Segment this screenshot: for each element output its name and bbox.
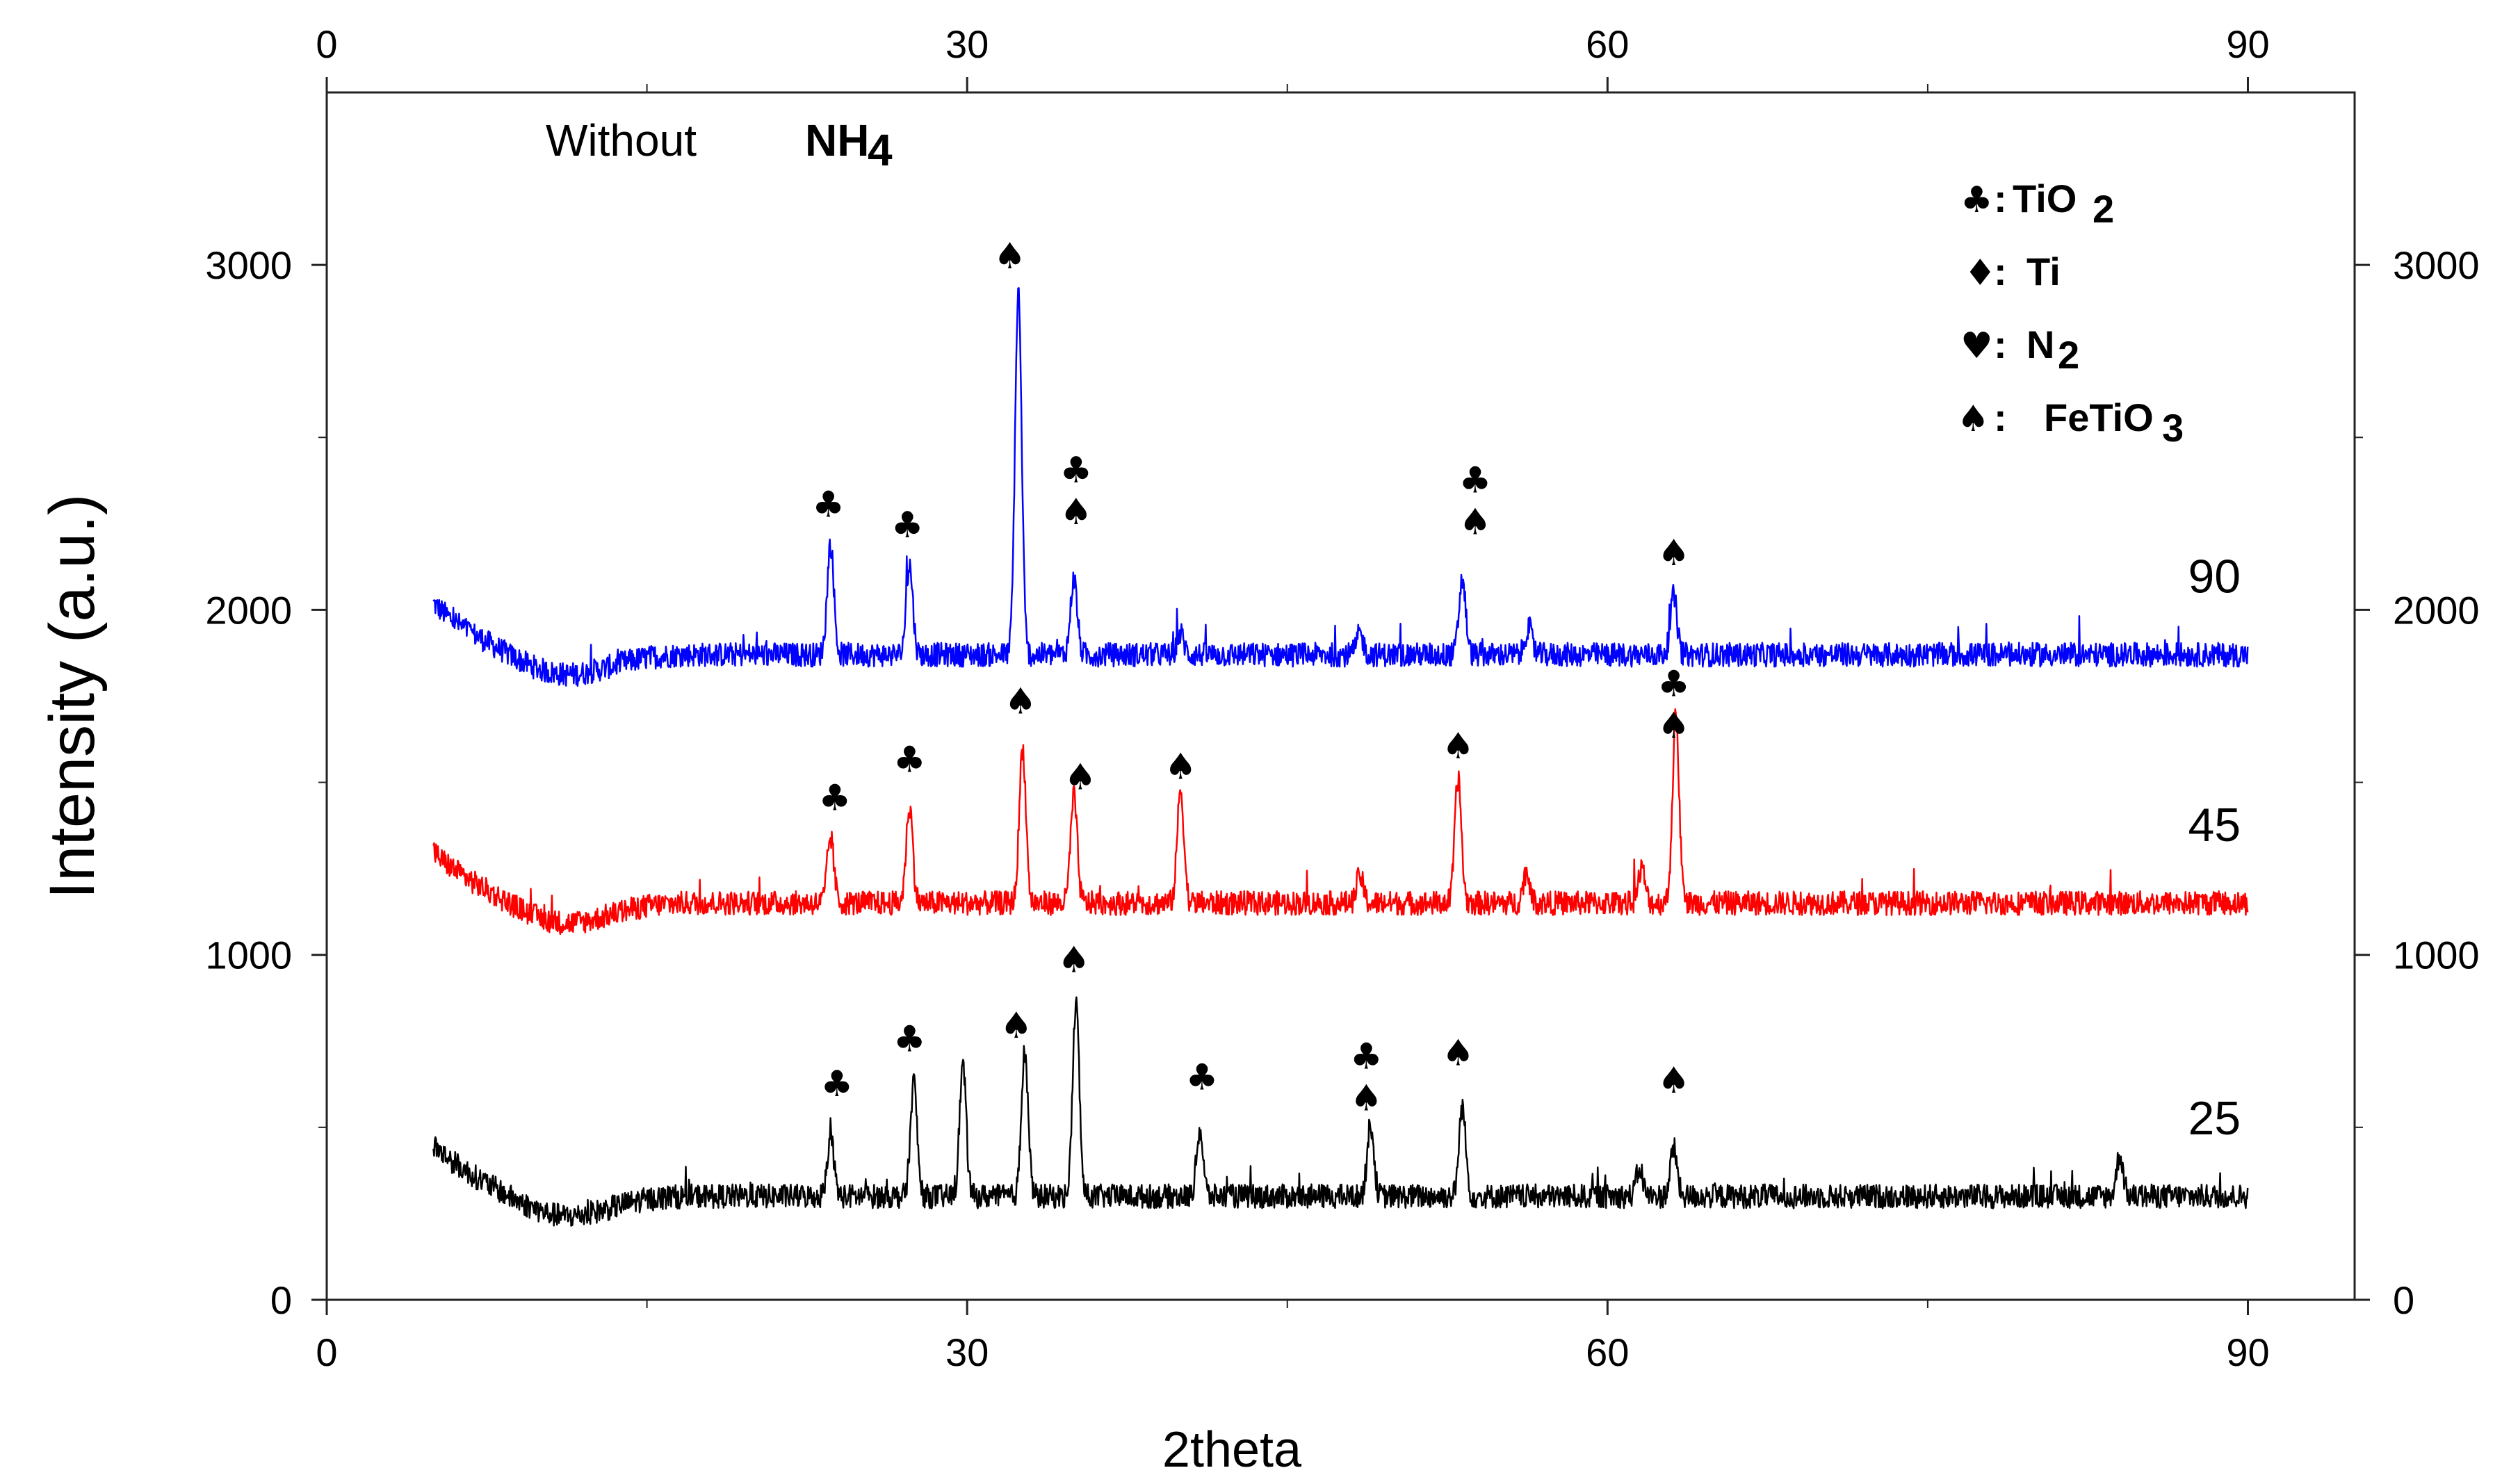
legend-symbol-tio2: ♣ <box>1960 179 1993 221</box>
phase-marker-90: ♣ <box>812 484 845 525</box>
phase-marker-45: ♣ <box>893 740 926 781</box>
y-tick-label-right: 2000 <box>2393 588 2480 632</box>
title-text: Without <box>546 115 697 165</box>
legend-sub-n2: 2 <box>2058 333 2079 377</box>
series-90-label: 90 <box>2188 551 2241 603</box>
series-45-label: 45 <box>2188 799 2241 851</box>
phase-marker-25: ♠ <box>1000 1005 1032 1047</box>
series-25-label: 25 <box>2188 1092 2241 1145</box>
plot-frame <box>325 91 2356 1301</box>
phase-marker-45: ♠ <box>1005 680 1037 722</box>
x-tick-label-top: 0 <box>316 22 337 66</box>
x-tick-label-bottom: 0 <box>316 1330 337 1374</box>
series-25-line <box>432 996 2249 1227</box>
legend-label-n2: N <box>2026 323 2054 366</box>
legend-symbol-ti: ♦ <box>1964 252 1997 294</box>
phase-marker-45: ♠ <box>1064 756 1097 798</box>
legend-label-tio2: TiO <box>2013 177 2077 220</box>
x-tick-label-top: 30 <box>945 22 989 66</box>
legend-colon: : <box>1994 250 2007 293</box>
legend-sub-fetio3: 3 <box>2162 406 2184 450</box>
y-tick-label-left: 3000 <box>205 243 292 287</box>
x-axis-label: 2theta <box>1162 1422 1302 1478</box>
phase-markers: ♣ ♣♠♣♠♣♠♠♣♣♠♠ ♠ ♠♣♠♣♣ ♠♠♣ ♣♠♠♠ <box>812 236 1690 1119</box>
x-tick-label-top: 60 <box>1586 22 1629 66</box>
y-tick-label-right: 3000 <box>2393 243 2480 287</box>
y-tick-label-left: 0 <box>270 1278 292 1322</box>
phase-marker-25: ♣ <box>821 1063 854 1105</box>
plot-title: Without NH 4 <box>546 115 893 175</box>
phase-marker-45: ♠ <box>1442 726 1475 767</box>
x-tick-label-bottom: 30 <box>945 1330 989 1374</box>
phase-marker-90: ♠ <box>1459 502 1492 544</box>
phase-marker-90: ♣ <box>891 505 924 546</box>
phase-marker-90: ♠ <box>1657 532 1690 574</box>
legend-sub-tio2: 2 <box>2093 187 2114 231</box>
series-45-line <box>432 708 2249 936</box>
phase-marker-25: ♣ <box>1350 1036 1383 1077</box>
y-tick-label-right: 1000 <box>2393 933 2480 977</box>
y-tick-label-right: 0 <box>2393 1278 2414 1322</box>
legend-colon: : <box>1994 323 2007 366</box>
y-tick-label-left: 2000 <box>205 588 292 632</box>
phase-marker-45: ♠ <box>1164 747 1197 788</box>
phase-marker-90: ♠ <box>993 236 1026 277</box>
x-tick-label-top: 90 <box>2226 22 2269 66</box>
phase-marker-25: ♣ <box>893 1019 926 1061</box>
title-nh-subscript: 4 <box>868 125 893 175</box>
y-axis-label: Intensity (a.u.) <box>37 494 108 899</box>
series-layer: 90 45 25 <box>432 287 2249 1227</box>
phase-marker-25: ♣ <box>1186 1057 1219 1098</box>
legend: ♣ : TiO 2 ♦ : Ti ♥ : N 2 ♠ : FeTiO 3 <box>1957 177 2184 450</box>
x-tick-label-bottom: 90 <box>2226 1330 2269 1374</box>
phase-marker-25: ♠ <box>1350 1077 1383 1119</box>
phase-marker-25: ♠ <box>1442 1033 1475 1075</box>
phase-marker-90: ♠ <box>1059 491 1092 533</box>
legend-label-ti: Ti <box>2026 250 2061 293</box>
phase-marker-25: ♠ <box>1657 1060 1690 1102</box>
legend-colon: : <box>1994 177 2007 220</box>
phase-marker-45: ♣ <box>1657 664 1690 706</box>
legend-symbol-n2: ♥ <box>1960 325 1993 367</box>
phase-marker-45: ♣ <box>818 777 851 819</box>
legend-colon: : <box>1994 396 2007 439</box>
series-90-line <box>432 287 2249 687</box>
phase-marker-90: ♣ <box>1059 450 1092 491</box>
phase-marker-90: ♣ <box>1459 460 1492 502</box>
title-nh: NH <box>805 115 869 165</box>
legend-label-fetio3: FeTiO <box>2044 396 2154 439</box>
phase-marker-45: ♠ <box>1657 706 1690 747</box>
y-tick-label-left: 1000 <box>205 933 292 977</box>
legend-symbol-fetio3: ♠ <box>1957 398 1990 440</box>
phase-marker-25: ♠ <box>1057 940 1090 981</box>
x-tick-label-bottom: 60 <box>1586 1330 1629 1374</box>
